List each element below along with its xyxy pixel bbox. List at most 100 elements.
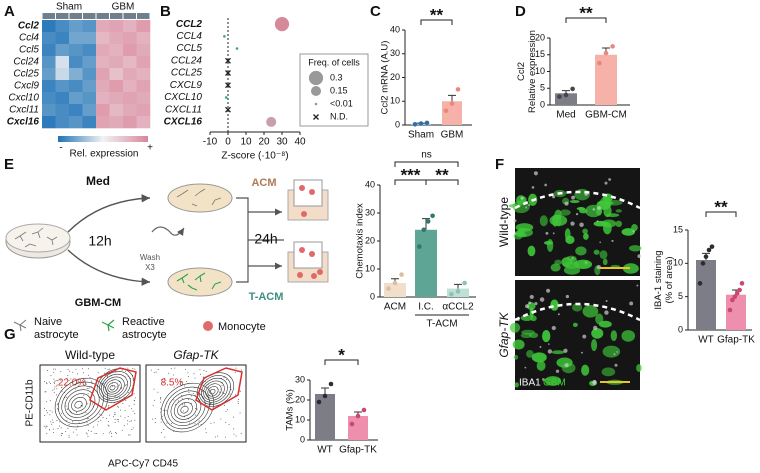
- y-axis-label: Ccl2: [516, 62, 527, 81]
- event: [80, 405, 82, 407]
- event: [70, 378, 72, 380]
- event: [213, 422, 215, 424]
- legend-label: astrocyte: [34, 329, 79, 341]
- event: [84, 379, 86, 381]
- row-label: Ccl25: [13, 69, 39, 80]
- row-label: CCL2: [176, 19, 203, 30]
- event: [77, 373, 79, 375]
- iba1-signal: [552, 232, 555, 235]
- heatmap-cell: [123, 116, 137, 129]
- gfp-signal: [509, 322, 521, 333]
- event: [192, 393, 194, 395]
- event: [223, 393, 225, 395]
- event: [60, 432, 62, 434]
- event: [72, 371, 74, 373]
- iba1-signal: [596, 265, 601, 270]
- event: [56, 384, 58, 386]
- heatmap-cell: [96, 80, 110, 93]
- heatmap-cell: [55, 32, 70, 45]
- legend-title: Freq. of cells: [308, 57, 360, 67]
- event: [46, 412, 48, 414]
- gfp-signal: [599, 250, 608, 260]
- event: [91, 380, 93, 382]
- row-label: CXCL9: [170, 80, 203, 91]
- contour: [74, 400, 83, 409]
- row-label: Ccl24: [13, 57, 39, 68]
- gfp-signal: [542, 329, 551, 343]
- event: [85, 383, 87, 385]
- wash-label: X3: [145, 263, 155, 272]
- event: [50, 421, 52, 423]
- flow-plots: Wild-type Gfap-TK 22.0% 8.5% PE-CD11b AP…: [25, 348, 247, 470]
- event: [86, 387, 88, 389]
- gfp-signal: [554, 259, 562, 266]
- event: [53, 378, 55, 380]
- event: [77, 425, 79, 427]
- x-axis-label: APC-Cy7 CD45: [108, 459, 178, 470]
- event: [194, 377, 196, 379]
- data-point: [737, 287, 742, 293]
- event: [174, 367, 176, 369]
- event: [132, 368, 134, 370]
- event: [114, 421, 116, 423]
- data-point: [425, 219, 431, 224]
- event: [200, 423, 202, 425]
- gfp-signal: [593, 249, 600, 255]
- error-bar: [321, 387, 329, 394]
- event: [173, 399, 175, 401]
- astrocytes: [176, 272, 222, 291]
- bar: [315, 394, 335, 440]
- error-bar: [454, 283, 462, 289]
- event: [195, 414, 197, 416]
- iba1-signal: [582, 334, 587, 339]
- heatmap-cell: [109, 116, 124, 129]
- event: [54, 380, 56, 382]
- contour: [207, 386, 219, 397]
- heatmap-cell: [42, 44, 56, 57]
- heatmap-cell: [69, 20, 83, 33]
- gfp-signal: [601, 219, 617, 228]
- event: [46, 433, 48, 435]
- event: [60, 379, 62, 381]
- iba1-signal: [528, 301, 532, 305]
- event: [86, 433, 88, 435]
- iba1-signal: [524, 366, 527, 369]
- heatmap-cell: [82, 92, 97, 105]
- event: [116, 386, 118, 388]
- data-point: [449, 101, 455, 106]
- heatmap-cell: [136, 92, 151, 105]
- event: [104, 367, 106, 369]
- iba1-signal: [571, 256, 574, 259]
- contour: [107, 382, 119, 393]
- event: [87, 393, 89, 395]
- dish: [5, 223, 71, 253]
- dish: [167, 183, 233, 213]
- event: [132, 427, 134, 429]
- event: [188, 399, 190, 401]
- data-point: [727, 307, 733, 313]
- iba1-signal: [636, 284, 639, 287]
- event: [127, 420, 129, 422]
- iba1-signal: [608, 178, 612, 181]
- event: [119, 409, 121, 411]
- event: [161, 415, 163, 417]
- event: [46, 425, 48, 427]
- heatmap-cell: [42, 80, 56, 93]
- heatmap-cell: [82, 104, 97, 117]
- bar: [384, 283, 406, 297]
- event: [45, 382, 47, 384]
- heatmap-cell: [136, 56, 151, 69]
- x-tick-label: 30: [276, 137, 288, 148]
- panel-label: A: [4, 3, 15, 20]
- bubble: [224, 96, 228, 99]
- heatmap-cell: [123, 20, 137, 33]
- event: [112, 416, 114, 418]
- event: [229, 386, 231, 388]
- event: [68, 434, 70, 436]
- x-tick-label: 40: [294, 137, 306, 148]
- event: [199, 369, 201, 371]
- data-point: [424, 120, 430, 126]
- y-axis-label: TAMs (%): [285, 389, 296, 431]
- event: [45, 401, 47, 403]
- y-tick-label: 20: [390, 72, 400, 82]
